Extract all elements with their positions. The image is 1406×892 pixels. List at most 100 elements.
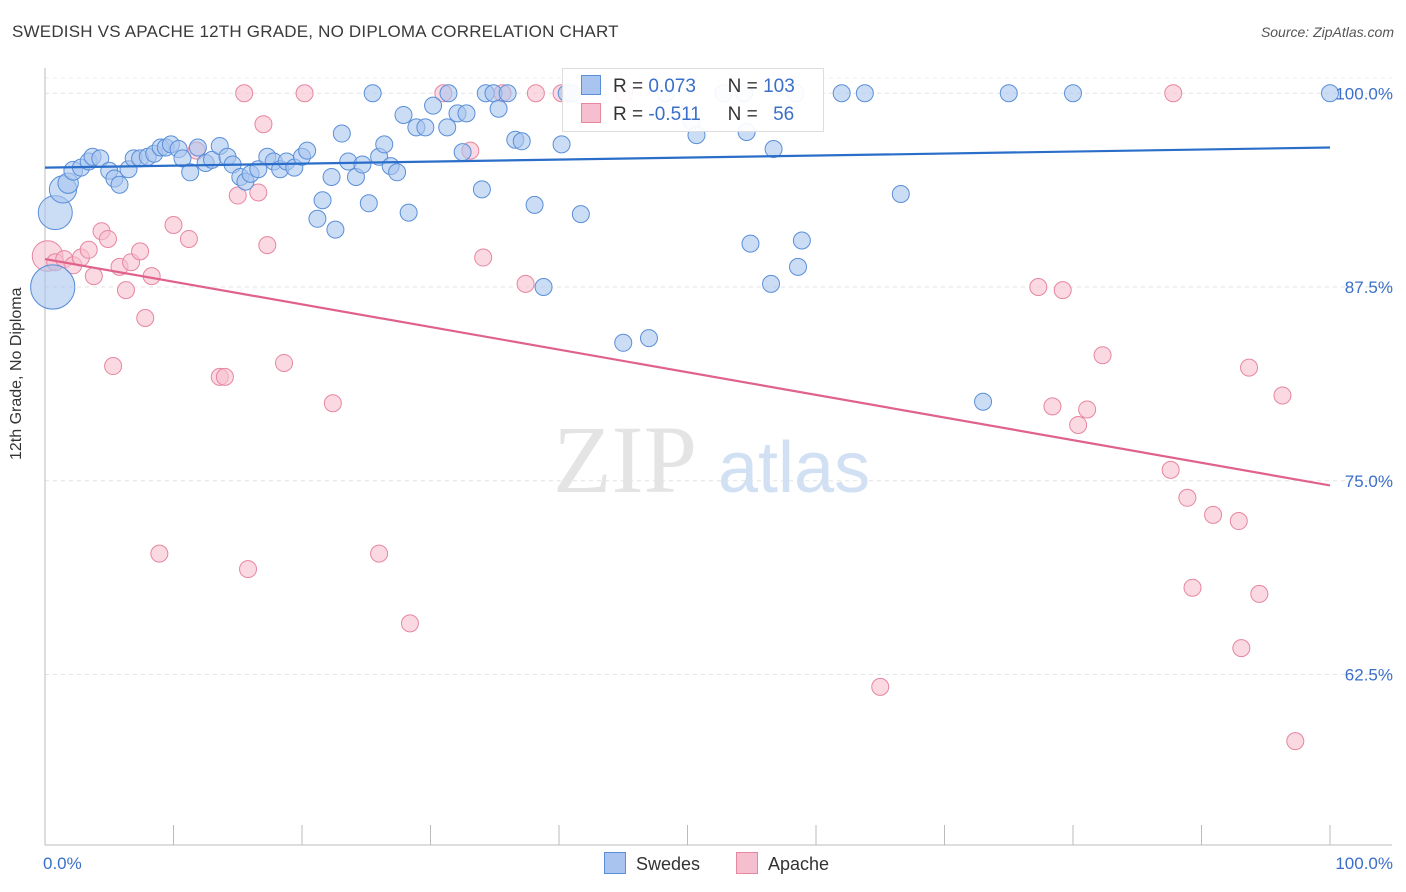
apache-point <box>295 84 314 103</box>
y-tick-label: 87.5% <box>1345 278 1393 297</box>
swedes-point <box>359 194 378 213</box>
swedes-point <box>424 96 443 115</box>
swedes-point <box>974 392 993 411</box>
swedes-point <box>614 333 633 352</box>
swedes-r-label: R = <box>613 76 644 97</box>
apache-point <box>84 267 103 286</box>
source-label: Source: ZipAtlas.com <box>1260 24 1394 40</box>
apache-point <box>1164 84 1183 103</box>
swedes-point <box>1321 84 1339 103</box>
swedes-point <box>764 140 783 159</box>
swedes-point <box>639 329 658 348</box>
swedes-point <box>525 195 544 214</box>
apache-n-value: 56 <box>773 104 795 125</box>
apache-point <box>258 236 277 255</box>
axes <box>44 68 1392 846</box>
swedes-point <box>181 163 200 182</box>
apache-point <box>1078 400 1097 419</box>
y-tick-label: 100.0% <box>1335 84 1393 103</box>
apache-point <box>164 216 183 234</box>
swedes-point <box>498 84 517 103</box>
swedes-point <box>332 124 351 143</box>
apache-point <box>1069 415 1088 434</box>
swedes-trend-line <box>44 146 1331 169</box>
apache-point <box>370 544 389 563</box>
swedes-point <box>855 84 874 103</box>
swedes-point <box>472 180 491 199</box>
apache-point <box>131 242 150 261</box>
apache-point <box>254 115 273 134</box>
apache-point <box>228 186 247 205</box>
apache-point <box>526 84 545 103</box>
swedes-n-label: N = <box>727 76 758 97</box>
apache-point <box>1229 512 1248 531</box>
swedes-point <box>298 141 317 160</box>
apache-point <box>516 274 535 293</box>
bottom-swedes-label: Swedes <box>636 854 701 874</box>
swedes-point <box>416 118 435 137</box>
swedes-point <box>891 185 910 203</box>
apache-point <box>1250 584 1269 603</box>
swedes-point <box>762 274 781 293</box>
apache-point <box>1161 460 1180 479</box>
apache-point <box>79 240 98 259</box>
apache-point <box>215 367 234 386</box>
swedes-points <box>30 84 1339 411</box>
swedes-point <box>489 99 508 118</box>
bottom-apache-swatch <box>736 852 758 874</box>
bottom-legend-swedes: Swedes <box>604 852 700 875</box>
swedes-swatch <box>581 75 601 95</box>
apache-point <box>249 183 268 202</box>
apache-point <box>871 677 890 696</box>
x-tick-label-start: 0.0% <box>43 854 82 873</box>
bottom-swedes-swatch <box>604 852 626 874</box>
swedes-point <box>388 163 407 182</box>
swedes-point <box>457 104 476 123</box>
swedes-point <box>792 231 811 250</box>
swedes-point <box>363 84 382 103</box>
swedes-point <box>438 118 457 137</box>
swedes-point <box>512 132 531 151</box>
watermark-atlas: atlas <box>718 428 870 508</box>
swedes-point <box>375 135 394 154</box>
swedes-n-value: 103 <box>763 76 795 97</box>
apache-point <box>136 309 155 327</box>
y-tick-label: 62.5% <box>1345 666 1393 685</box>
chart-title: SWEDISH VS APACHE 12TH GRADE, NO DIPLOMA… <box>12 22 619 41</box>
swedes-point <box>394 105 413 124</box>
apache-swatch <box>581 103 601 123</box>
swedes-point <box>832 84 851 103</box>
apache-point <box>474 248 493 267</box>
swedes-point <box>308 209 327 228</box>
apache-point <box>104 357 123 376</box>
apache-trend-line <box>44 258 1331 487</box>
apache-point <box>1178 488 1197 507</box>
apache-point <box>239 560 258 579</box>
apache-point <box>1053 281 1072 300</box>
apache-point <box>275 353 294 372</box>
apache-point <box>1029 278 1048 296</box>
swedes-point <box>313 191 332 210</box>
swedes-point <box>552 135 571 154</box>
tick-labels: 100.0% 87.5% 75.0% 62.5% 0.0% 100.0% <box>43 84 1393 873</box>
bottom-legend-apache: Apache <box>736 852 829 875</box>
swedes-point <box>110 175 129 194</box>
bottom-apache-label: Apache <box>768 854 830 874</box>
apache-point <box>1286 732 1305 751</box>
apache-point <box>235 84 254 103</box>
swedes-point <box>999 84 1018 103</box>
trend-lines <box>44 146 1331 487</box>
apache-r-label: R = <box>613 104 644 125</box>
apache-point <box>400 614 419 633</box>
swedes-point <box>30 264 76 310</box>
x-tick-label-end: 100.0% <box>1335 854 1393 873</box>
swedes-point <box>326 220 345 239</box>
apache-point <box>1093 346 1112 365</box>
stats-legend: R = 0.073 N = 103 R = -0.511 N = 56 <box>562 68 824 132</box>
apache-point <box>116 281 135 300</box>
swedes-point <box>322 167 341 186</box>
apache-n-label: N = <box>727 104 758 125</box>
apache-point <box>179 229 198 248</box>
legend-row-swedes: R = 0.073 N = 103 <box>581 75 795 98</box>
